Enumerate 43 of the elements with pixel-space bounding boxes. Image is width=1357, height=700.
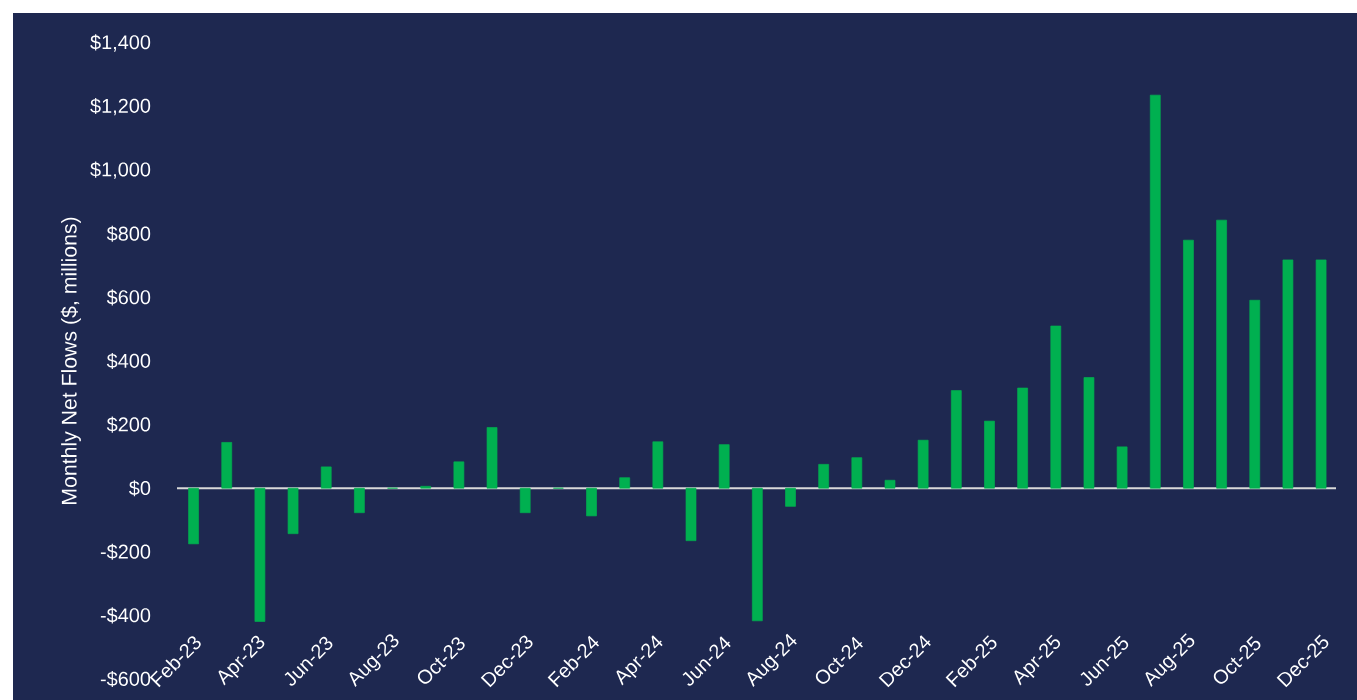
y-tick-label: $1,400: [90, 34, 151, 52]
y-tick-label: -$400: [100, 607, 151, 624]
bar: [453, 461, 465, 489]
bar: [1116, 446, 1128, 489]
bar: [221, 442, 233, 489]
bar: [320, 466, 332, 489]
bar: [519, 487, 531, 514]
bar: [586, 487, 597, 517]
y-tick-label: -$200: [100, 543, 151, 560]
bar: [1249, 299, 1261, 489]
bar: [486, 427, 498, 489]
bar: [1315, 259, 1327, 489]
y-tick-label: $200: [106, 416, 151, 433]
y-tick-label: $800: [106, 225, 151, 242]
bar: [718, 444, 730, 489]
y-tick-label: $0: [129, 480, 151, 497]
y-tick-label: $1,200: [90, 97, 151, 116]
bar: [818, 464, 829, 489]
bar: [1149, 94, 1161, 489]
bar: [1083, 377, 1095, 489]
bar: [884, 479, 896, 489]
bar: [652, 441, 664, 489]
bar: [1050, 325, 1062, 489]
bar: [984, 420, 995, 489]
y-tick-label: $1,000: [90, 161, 151, 179]
bar: [354, 487, 365, 514]
bar: [685, 487, 697, 542]
bar: [785, 487, 796, 507]
bar: [1282, 259, 1294, 489]
bar: [751, 487, 763, 622]
bar: [1216, 219, 1227, 489]
y-tick-label: $400: [106, 352, 151, 370]
bar: [1017, 387, 1028, 489]
bar: [188, 487, 199, 545]
bar: [287, 487, 299, 535]
bar: [254, 487, 266, 622]
bar: [917, 439, 929, 489]
bar: [619, 477, 631, 489]
bar: [851, 457, 863, 489]
y-tick-label: $600: [106, 289, 151, 306]
y-axis-title: Monthly Net Flows ($, millions): [60, 217, 81, 504]
bar: [1183, 239, 1194, 489]
bar: [950, 390, 962, 489]
